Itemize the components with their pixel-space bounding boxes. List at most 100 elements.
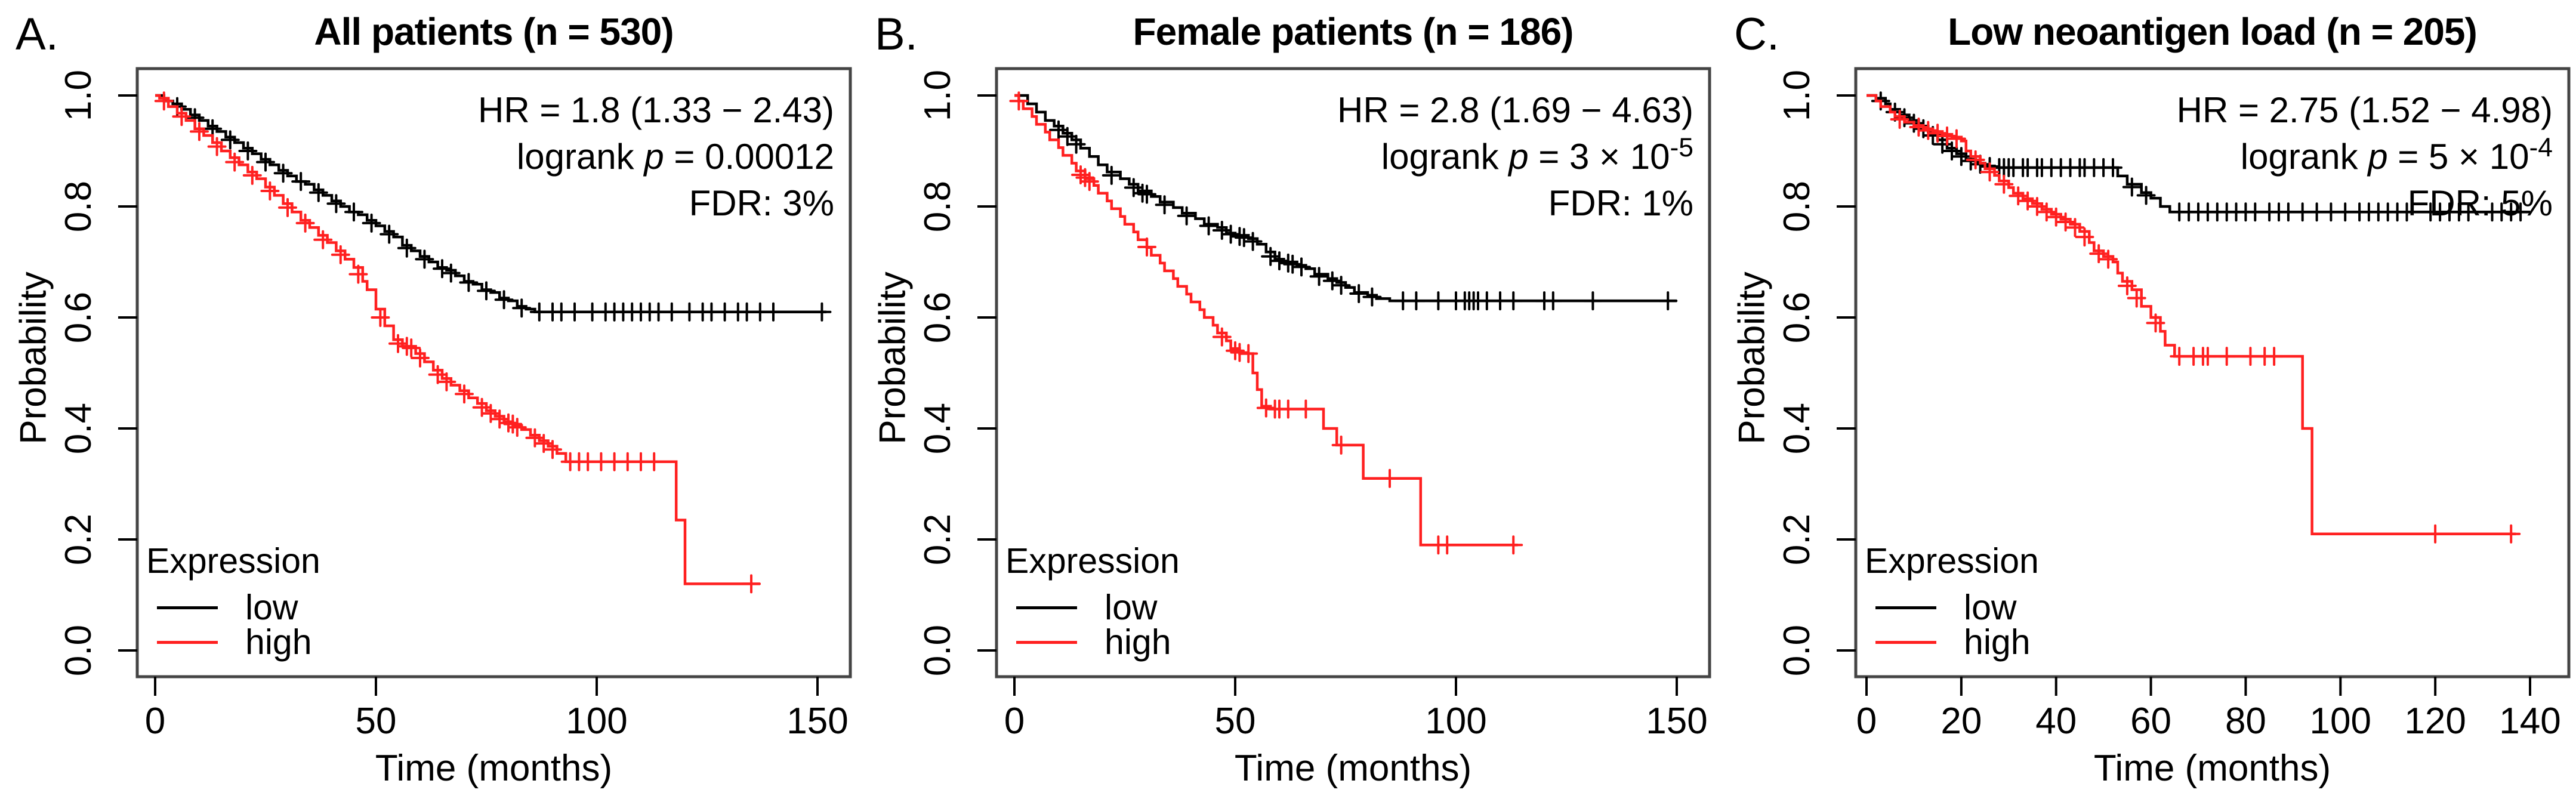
y-tick-label: 1.0 bbox=[1776, 70, 1818, 121]
logrank-prefix: logrank bbox=[516, 137, 644, 177]
x-tick-label: 150 bbox=[1646, 701, 1707, 742]
p-value: = 5 × 10 bbox=[2387, 137, 2529, 177]
x-tick-label: 0 bbox=[1856, 701, 1877, 742]
y-tick-label: 0.0 bbox=[917, 625, 958, 676]
low-censor-marks bbox=[168, 97, 832, 322]
legend-label-low: low bbox=[1964, 588, 2017, 627]
hr-text: HR = 1.8 (1.33 − 2.43) bbox=[477, 90, 834, 130]
chart-title: Female patients (n = 186) bbox=[1133, 10, 1574, 53]
x-tick-label: 50 bbox=[1215, 701, 1256, 742]
legend-line-low bbox=[1016, 606, 1077, 609]
y-tick-label: 1.0 bbox=[917, 70, 958, 121]
y-tick-label: 0.4 bbox=[58, 403, 99, 454]
legend-entry-high: high bbox=[1016, 622, 1171, 662]
x-tick-label: 150 bbox=[786, 701, 848, 742]
logrank-prefix: logrank bbox=[2240, 137, 2368, 177]
legend-title: Expression bbox=[146, 541, 320, 581]
stats-block: HR = 2.8 (1.69 − 4.63) logrank p = 3 × 1… bbox=[1050, 87, 1693, 227]
chart-title: All patients (n = 530) bbox=[314, 10, 674, 53]
x-axis-title: Time (months) bbox=[375, 748, 613, 789]
legend-entry-high: high bbox=[1875, 622, 2031, 662]
high-censor-marks bbox=[1890, 110, 2521, 544]
legend-label-low: low bbox=[1105, 588, 1158, 627]
y-tick-label: 0.8 bbox=[917, 181, 958, 232]
p-value: = 3 × 10 bbox=[1528, 137, 1670, 177]
legend-entry-low: low bbox=[1016, 588, 1158, 627]
y-tick-label: 1.0 bbox=[58, 70, 99, 121]
low-curve bbox=[1014, 94, 1677, 303]
legend-line-high bbox=[1016, 640, 1077, 644]
legend-line-low bbox=[157, 606, 218, 609]
x-tick-label: 100 bbox=[1425, 701, 1486, 742]
p-value: = 0.00012 bbox=[664, 137, 834, 177]
legend-entry-high: high bbox=[157, 622, 312, 662]
logrank-text: logrank p = 0.00012 bbox=[191, 134, 834, 180]
legend-label-low: low bbox=[245, 588, 298, 627]
y-tick-label: 0.6 bbox=[58, 292, 99, 343]
hr-text: HR = 2.8 (1.69 − 4.63) bbox=[1337, 90, 1693, 130]
p-symbol: p bbox=[2368, 137, 2388, 177]
x-tick-label: 60 bbox=[2130, 701, 2171, 742]
x-tick-label: 40 bbox=[2035, 701, 2077, 742]
legend-label-high: high bbox=[1964, 622, 2031, 662]
y-tick-label: 0.2 bbox=[1776, 514, 1818, 565]
plot-frame bbox=[135, 67, 852, 678]
low-censor-marks bbox=[1049, 120, 1678, 311]
p-symbol: p bbox=[644, 137, 664, 177]
x-tick-label: 100 bbox=[566, 701, 627, 742]
legend-label-high: high bbox=[245, 622, 312, 662]
legend-entry-low: low bbox=[1875, 588, 2017, 627]
low-curve bbox=[155, 94, 826, 313]
x-tick-label: 50 bbox=[356, 701, 397, 742]
km-plot-svg: 0 50 100 150 0.0 0.2 0.4 0.6 0.8 1.0 bbox=[917, 67, 1711, 742]
legend-line-high bbox=[1875, 640, 1936, 644]
x-tick-label: 100 bbox=[2310, 701, 2371, 742]
legend-label-high: high bbox=[1105, 622, 1171, 662]
legend-title: Expression bbox=[1005, 541, 1180, 581]
panel-label: B. bbox=[875, 9, 918, 60]
stats-block: HR = 1.8 (1.33 − 2.43) logrank p = 0.000… bbox=[191, 87, 834, 227]
high-censor-marks bbox=[1009, 91, 1523, 555]
y-tick-label: 0.2 bbox=[58, 514, 99, 565]
x-tick-label: 0 bbox=[1004, 701, 1025, 742]
low-curve bbox=[1867, 94, 2530, 214]
y-tick-label: 0.0 bbox=[1776, 625, 1818, 676]
plot-frame bbox=[1854, 67, 2571, 678]
y-tick-label: 0.2 bbox=[917, 514, 958, 565]
high-curve bbox=[155, 94, 760, 585]
fdr-text: FDR: 3% bbox=[689, 183, 834, 223]
plot-frame bbox=[995, 67, 1711, 678]
panel-label: C. bbox=[1734, 9, 1779, 60]
x-tick-label: 140 bbox=[2499, 701, 2560, 742]
y-tick-label: 0.4 bbox=[1776, 403, 1818, 454]
legend-line-high bbox=[157, 640, 218, 644]
fdr-text: FDR: 1% bbox=[1548, 183, 1693, 223]
logrank-prefix: logrank bbox=[1381, 137, 1509, 177]
logrank-text: logrank p = 5 × 10-4 bbox=[1909, 134, 2553, 180]
legend-line-low bbox=[1875, 606, 1936, 609]
p-symbol: p bbox=[1508, 137, 1529, 177]
legend-title: Expression bbox=[1865, 541, 2039, 581]
y-tick-label: 0.8 bbox=[1776, 181, 1818, 232]
y-tick-label: 0.8 bbox=[58, 181, 99, 232]
high-censor-marks bbox=[154, 91, 761, 594]
km-plot-svg: 0 50 100 150 0.0 0.2 0.4 0.6 0.8 1.0 bbox=[58, 67, 852, 742]
panel-b: B. Female patients (n = 186) HR = 2.8 (1… bbox=[859, 0, 1718, 805]
legend-entry-low: low bbox=[157, 588, 298, 627]
y-tick-label: 0.6 bbox=[917, 292, 958, 343]
panel-a: A. All patients (n = 530) HR = 1.8 (1.33… bbox=[0, 0, 859, 805]
logrank-text: logrank p = 3 × 10-5 bbox=[1050, 134, 1693, 180]
x-tick-label: 120 bbox=[2404, 701, 2466, 742]
x-tick-label: 80 bbox=[2225, 701, 2266, 742]
y-tick-label: 0.0 bbox=[58, 625, 99, 676]
high-curve bbox=[1014, 94, 1518, 547]
panel-c: C. Low neoantigen load (n = 205) HR = 2.… bbox=[1719, 0, 2576, 805]
x-tick-label: 0 bbox=[145, 701, 165, 742]
km-plot-svg: 0 20 40 60 80 100 120 140 0.0 0.2 0.4 0.6 0.8 1.0 bbox=[1776, 67, 2571, 742]
p-exponent: -4 bbox=[2529, 133, 2553, 162]
x-tick-label: 20 bbox=[1941, 701, 1982, 742]
y-tick-label: 0.6 bbox=[1776, 292, 1818, 343]
hr-text: HR = 2.75 (1.52 − 4.98) bbox=[2176, 90, 2553, 130]
x-axis-title: Time (months) bbox=[2093, 748, 2331, 789]
